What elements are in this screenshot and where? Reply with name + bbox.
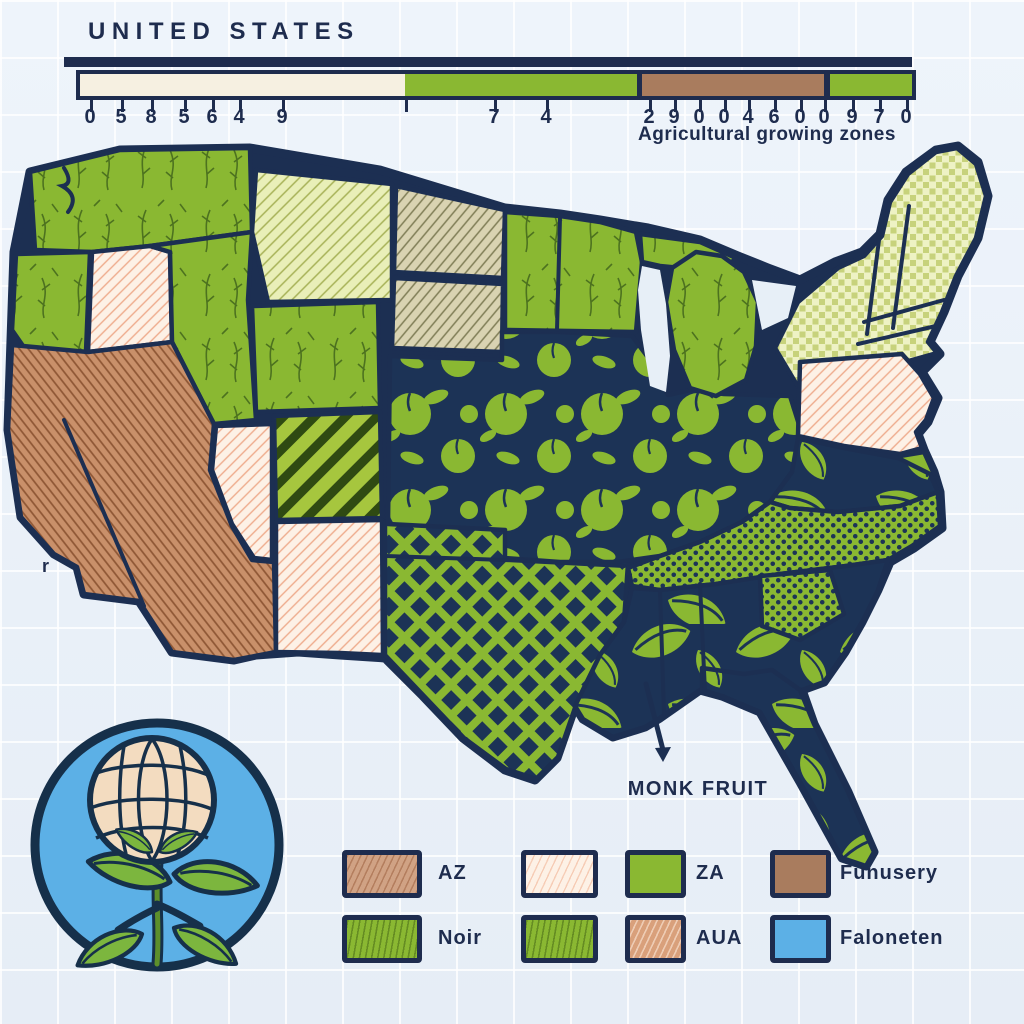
scale-bar-segment — [637, 74, 642, 96]
region-georgia-dots — [757, 567, 847, 643]
region-florida — [699, 665, 877, 869]
scale-bar-segment — [405, 74, 637, 96]
region-new-mexico — [273, 517, 386, 658]
state-border-lines — [56, 166, 946, 716]
callout-pointer — [643, 681, 671, 762]
scale-bar-segment — [824, 74, 830, 96]
region-oregon-coast — [9, 249, 93, 359]
title-underline-rule — [64, 57, 912, 67]
page-title: UNITED STATES — [88, 18, 360, 45]
region-utah — [209, 421, 275, 563]
region-colorado-stripes — [271, 409, 385, 523]
scale-bar-segment — [642, 74, 824, 96]
scale-bar-segment — [80, 74, 405, 96]
region-minnesota-wisconsin — [502, 209, 645, 335]
monk-fruit-callout-label: MONK FRUIT — [627, 778, 769, 800]
region-idaho — [147, 229, 259, 427]
region-south-dakota — [389, 275, 506, 355]
region-wyoming — [249, 299, 383, 415]
region-oregon-east — [85, 243, 175, 355]
lake-michigan — [638, 266, 670, 392]
region-montana — [249, 167, 395, 305]
stray-mark: r — [42, 556, 50, 576]
lake-huron-erie — [752, 280, 796, 330]
region-southwest-desert — [5, 339, 279, 663]
monk-fruit-icon — [87, 735, 217, 865]
monk-fruit-badge — [30, 718, 284, 982]
region-texas-oklahoma — [382, 519, 633, 782]
scale-bar-caption: Agricultural growing zones — [638, 124, 896, 145]
growing-zones-scale-bar — [76, 70, 916, 100]
region-michigan — [663, 249, 761, 399]
region-pennsylvania — [795, 351, 937, 457]
scale-bar-segment — [830, 74, 912, 96]
